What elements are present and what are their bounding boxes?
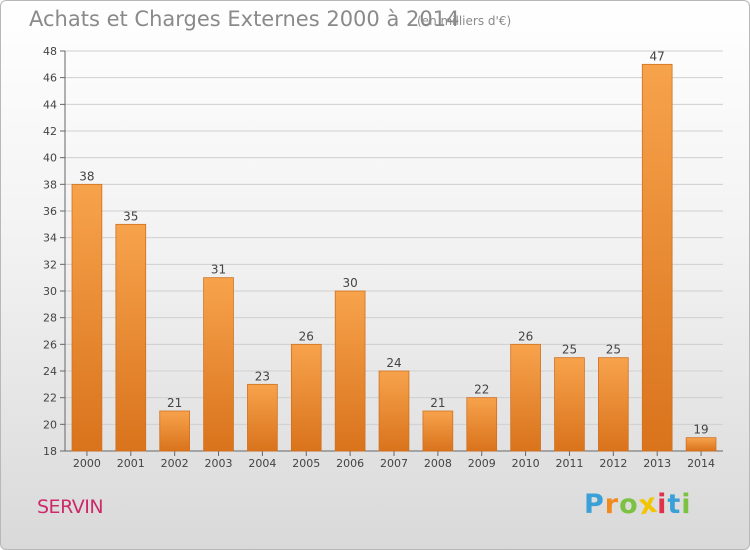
y-tick-label: 38 <box>43 178 57 191</box>
logo-letter: o <box>619 489 639 520</box>
bar <box>115 223 147 452</box>
y-tick-label: 26 <box>43 338 57 351</box>
logo-letter: i <box>657 489 668 520</box>
y-tick-label: 46 <box>43 72 57 85</box>
logo-letter: r <box>604 489 620 520</box>
chart-title: Achats et Charges Externes 2000 à 2014 <box>29 7 460 31</box>
y-tick-label: 42 <box>43 125 57 138</box>
y-tick-label: 24 <box>43 365 57 378</box>
data-labels: 38 35 21 31 23 26 30 24 21 22 26 25 25 47 19 <box>79 49 708 436</box>
y-tick-label: 22 <box>43 392 57 405</box>
data-label: 24 <box>386 356 401 370</box>
data-label: 38 <box>79 169 94 183</box>
data-label: 23 <box>255 369 270 383</box>
proxiti-logo: Proxiti <box>584 488 692 522</box>
x-tick-label: 2007 <box>380 457 408 470</box>
data-label: 26 <box>299 329 314 343</box>
bar <box>554 357 585 452</box>
data-label: 21 <box>167 396 182 410</box>
logo-letter: P <box>584 489 605 520</box>
data-label: 25 <box>606 343 621 357</box>
data-label: 26 <box>518 329 533 343</box>
commune-name: SERVIN <box>37 496 104 518</box>
data-label: 30 <box>342 276 357 290</box>
x-tick-label: 2001 <box>117 457 145 470</box>
data-label: 22 <box>474 383 489 397</box>
bar <box>510 343 541 452</box>
bar <box>685 437 717 452</box>
data-label: 47 <box>650 49 665 63</box>
y-tick-label: 34 <box>43 232 57 245</box>
y-tick-label: 40 <box>43 152 57 165</box>
y-tick-label: 30 <box>43 285 57 298</box>
y-tick-label: 48 <box>43 45 57 58</box>
x-tick-label: 2011 <box>555 457 583 470</box>
x-tick-label: 2013 <box>643 457 671 470</box>
bar <box>71 183 103 452</box>
x-tick-label: 2014 <box>687 457 715 470</box>
bar <box>159 410 190 452</box>
bars <box>71 63 717 452</box>
x-tick-label: 2008 <box>424 457 452 470</box>
y-tick-label: 36 <box>43 205 57 218</box>
y-tick-label: 28 <box>43 312 57 325</box>
x-tick-label: 2009 <box>468 457 496 470</box>
data-label: 31 <box>211 263 226 277</box>
logo-letter: t <box>667 489 682 520</box>
bar <box>466 397 498 452</box>
y-tick-label: 44 <box>43 98 57 111</box>
bar <box>422 410 454 452</box>
bar <box>203 277 234 452</box>
x-tick-label: 2003 <box>205 457 233 470</box>
logo-letter: i <box>681 489 692 520</box>
chart-subtitle: (en milliers d'€) <box>417 14 512 28</box>
x-tick-label: 2000 <box>73 457 101 470</box>
bar <box>641 63 673 452</box>
y-tick-label: 20 <box>43 418 57 431</box>
y-tick-label: 18 <box>43 445 57 458</box>
y-tick-label: 32 <box>43 258 57 271</box>
bar <box>334 290 366 452</box>
bar <box>290 343 322 452</box>
x-tick-label: 2005 <box>292 457 320 470</box>
bar <box>247 383 278 452</box>
data-label: 25 <box>562 343 577 357</box>
bar <box>598 357 629 452</box>
x-tick-label: 2002 <box>161 457 189 470</box>
data-label: 21 <box>430 396 445 410</box>
x-tick-label: 2006 <box>336 457 364 470</box>
bar <box>378 370 410 452</box>
data-label: 35 <box>123 209 138 223</box>
x-tick-label: 2004 <box>248 457 276 470</box>
x-tick-label: 2010 <box>512 457 540 470</box>
x-tick-label: 2012 <box>599 457 627 470</box>
data-label: 19 <box>693 423 708 437</box>
